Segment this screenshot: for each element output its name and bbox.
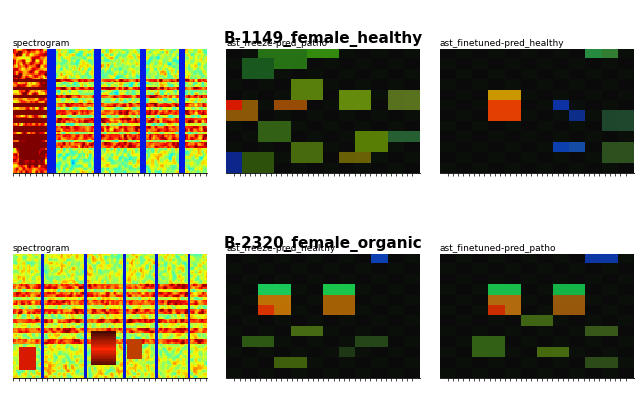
Text: ast_freeze-pred_healthy: ast_freeze-pred_healthy <box>226 244 335 253</box>
Text: B-1149_female_healthy: B-1149_female_healthy <box>223 31 423 47</box>
Text: ast_freeze-pred_patho: ast_freeze-pred_patho <box>226 39 327 48</box>
Text: B-2320_female_organic: B-2320_female_organic <box>224 236 422 252</box>
Text: ast_finetuned-pred_patho: ast_finetuned-pred_patho <box>440 244 556 253</box>
Text: ast_finetuned-pred_healthy: ast_finetuned-pred_healthy <box>440 39 564 48</box>
Text: spectrogram: spectrogram <box>13 244 70 253</box>
Text: spectrogram: spectrogram <box>13 39 70 48</box>
